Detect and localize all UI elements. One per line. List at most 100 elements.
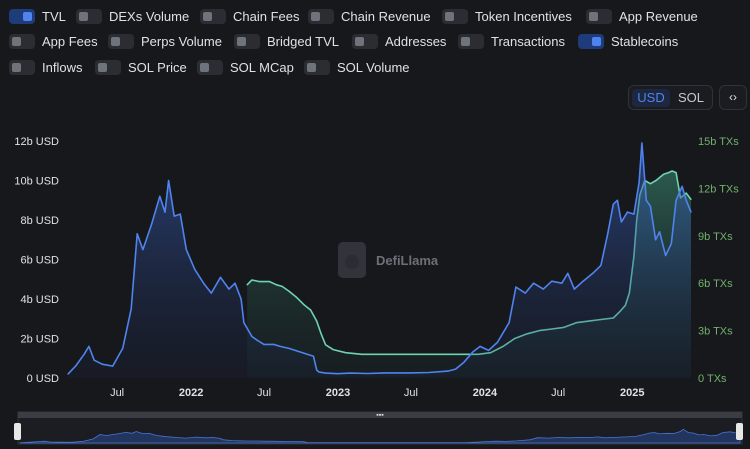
toggle-bridged-tvl[interactable]: Bridged TVL (234, 32, 339, 51)
data-point-tvl (524, 292, 526, 294)
toggle-app-revenue[interactable]: App Revenue (586, 7, 698, 26)
y-left-tick: 4b USD (20, 294, 59, 306)
toggle-label: Stablecoins (611, 34, 679, 49)
toggle-switch[interactable] (108, 34, 134, 49)
toggle-chain-fees[interactable]: Chain Fees (200, 7, 299, 26)
data-point-tvl (496, 341, 498, 343)
x-tick: Jul (110, 387, 124, 399)
toggle-switch[interactable] (9, 34, 35, 49)
data-point-stablecoins (345, 352, 347, 354)
unit-switch: USD SOL (628, 85, 713, 110)
data-point-tvl (573, 288, 575, 290)
toggle-switch[interactable] (442, 9, 468, 24)
toggle-knob (203, 12, 212, 21)
data-point-tvl (251, 335, 253, 338)
data-point-tvl (288, 347, 290, 349)
data-point-tvl (649, 205, 652, 207)
data-point-tvl (645, 199, 647, 201)
y-left-tick: 12b USD (14, 136, 59, 148)
toggle-switch[interactable] (352, 34, 378, 49)
data-point-stablecoins (649, 183, 652, 185)
toggle-knob (98, 63, 107, 72)
data-point-stablecoins (663, 173, 665, 175)
toggle-switch[interactable] (76, 9, 102, 24)
data-point-stablecoins (246, 284, 248, 286)
data-point-tvl (551, 280, 553, 282)
data-point-tvl (130, 308, 132, 310)
toggle-transactions[interactable]: Transactions (458, 32, 565, 51)
data-point-tvl (479, 345, 481, 347)
range-slider[interactable]: ▪▪▪ (14, 411, 743, 445)
toggle-tvl[interactable]: TVL (9, 7, 66, 26)
toggle-switch[interactable] (458, 34, 484, 49)
data-point-stablecoins (385, 353, 387, 355)
y-right-tick: 3b TXs (698, 326, 733, 338)
data-point-tvl (366, 372, 368, 375)
y-left-tick: 0 USD (27, 373, 59, 385)
unit-sol-button[interactable]: SOL (677, 90, 704, 105)
toggle-knob (307, 63, 316, 72)
toggle-knob (200, 63, 209, 72)
toggle-switch[interactable] (308, 9, 334, 24)
slider-handle-bar[interactable] (18, 412, 742, 418)
toggle-perps-volume[interactable]: Perps Volume (108, 32, 222, 51)
data-point-tvl (626, 211, 629, 213)
data-point-stablecoins (465, 353, 467, 355)
toggle-label: TVL (42, 9, 66, 24)
toggle-addresses[interactable]: Addresses (352, 32, 446, 51)
toggle-stablecoins[interactable]: Stablecoins (578, 32, 678, 51)
data-point-tvl (164, 211, 166, 213)
toggle-knob (589, 12, 598, 21)
x-tick: Jul (404, 387, 418, 399)
toggle-token-incentives[interactable]: Token Incentives (442, 7, 572, 26)
data-point-tvl (263, 343, 265, 345)
toggle-switch[interactable] (304, 60, 330, 75)
toggle-switch[interactable] (586, 9, 612, 24)
data-point-tvl (168, 179, 170, 182)
toggle-label: Chain Fees (233, 9, 300, 24)
data-point-tvl (410, 372, 412, 374)
data-point-tvl (349, 372, 352, 374)
toggle-app-fees[interactable]: App Fees (9, 32, 98, 51)
toggle-label: Addresses (385, 34, 447, 49)
toggle-switch[interactable] (9, 60, 35, 75)
toggle-sol-price[interactable]: SOL Price (95, 58, 187, 77)
data-point-stablecoins (685, 192, 687, 194)
toggle-dexs-volume[interactable]: DEXs Volume (76, 7, 189, 26)
data-point-tvl (240, 298, 242, 300)
data-point-tvl (318, 371, 320, 373)
y-left-tick: 10b USD (14, 176, 59, 188)
toggle-label: Chain Revenue (341, 9, 431, 24)
data-point-tvl (670, 243, 672, 245)
unit-usd-button[interactable]: USD (632, 89, 670, 107)
x-tick: Jul (551, 387, 565, 399)
toggle-sol-volume[interactable]: SOL Volume (304, 58, 410, 77)
data-point-tvl (488, 349, 490, 351)
data-point-tvl (194, 268, 196, 270)
data-point-tvl (312, 355, 315, 357)
toggle-label: SOL MCap (230, 60, 294, 75)
toggle-knob (79, 12, 88, 21)
toggle-chain-revenue[interactable]: Chain Revenue (308, 7, 431, 26)
toggle-inflows[interactable]: Inflows (9, 58, 82, 77)
toggle-switch[interactable] (234, 34, 260, 49)
toggle-switch[interactable] (95, 60, 121, 75)
data-point-tvl (607, 233, 609, 235)
toggle-sol-mcap[interactable]: SOL MCap (197, 58, 294, 77)
toggle-label: Bridged TVL (267, 34, 340, 49)
data-point-tvl (203, 282, 205, 284)
data-point-tvl (612, 203, 614, 205)
toggle-knob (237, 37, 246, 46)
data-point-tvl (185, 249, 187, 251)
embed-code-button[interactable]: ‹› (719, 85, 747, 110)
toggle-switch[interactable] (200, 9, 226, 24)
data-point-tvl (325, 372, 327, 374)
toggle-switch[interactable] (578, 34, 604, 49)
data-point-stablecoins (310, 309, 312, 311)
toggle-switch[interactable] (9, 9, 35, 24)
toggle-switch[interactable] (197, 60, 223, 75)
data-point-stablecoins (447, 353, 449, 355)
slider-right-handle[interactable] (736, 423, 743, 440)
slider-left-handle[interactable] (14, 423, 21, 440)
data-point-tvl (690, 211, 692, 213)
